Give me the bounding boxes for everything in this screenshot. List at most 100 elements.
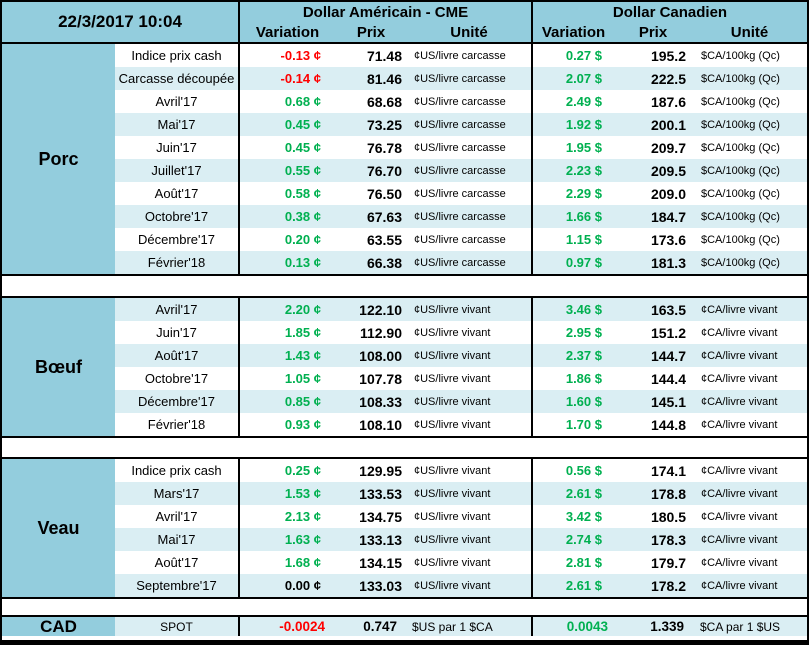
ca-variation-cell[interactable]: 2.23 $: [565, 163, 602, 178]
us-unit-cell[interactable]: ¢US/livre vivant: [407, 551, 533, 574]
cad-us-prix-cell[interactable]: 0.747: [363, 619, 397, 634]
us-unit-cell[interactable]: ¢US/livre vivant: [407, 459, 533, 482]
row-label-cell[interactable]: Février'18: [115, 413, 240, 436]
ca-variation-cell[interactable]: 1.95 $: [565, 140, 602, 155]
us-variation-cell[interactable]: -0.14 ¢: [280, 71, 321, 86]
ca-unit-cell[interactable]: ¢CA/livre vivant: [701, 418, 778, 431]
ca-unit-cell[interactable]: ¢CA/livre vivant: [701, 510, 778, 523]
us-unit-cell[interactable]: ¢US/livre vivant: [407, 528, 533, 551]
us-variation-cell[interactable]: -0.13 ¢: [280, 48, 321, 63]
us-unit-cell[interactable]: ¢US/livre vivant: [407, 321, 533, 344]
ca-prix-cell[interactable]: 181.3: [650, 254, 686, 271]
us-unit-cell[interactable]: ¢US/livre vivant: [407, 574, 533, 597]
ca-unit-cell[interactable]: ¢CA/livre vivant: [701, 395, 778, 408]
us-prix-cell[interactable]: 71.48: [366, 47, 402, 64]
us-unit-cell[interactable]: ¢US/livre carcasse: [407, 67, 533, 90]
ca-variation-cell[interactable]: 1.86 $: [565, 371, 602, 386]
row-label-cell[interactable]: Indice prix cash: [115, 44, 240, 67]
ca-variation-cell[interactable]: 2.61 $: [565, 578, 602, 593]
ca-unite-column-header[interactable]: Unité: [730, 23, 769, 41]
row-label-cell[interactable]: Mars'17: [115, 482, 240, 505]
us-prix-cell[interactable]: 133.53: [359, 485, 402, 502]
ca-unit-cell[interactable]: ¢CA/livre vivant: [701, 579, 778, 592]
row-label-cell[interactable]: Décembre'17: [115, 228, 240, 251]
ca-prix-cell[interactable]: 145.1: [650, 393, 686, 410]
ca-unit-cell[interactable]: $CA/100kg (Qc): [701, 95, 780, 108]
us-variation-cell[interactable]: 0.25 ¢: [284, 463, 321, 478]
ca-variation-cell[interactable]: 2.29 $: [565, 186, 602, 201]
us-variation-cell[interactable]: 1.63 ¢: [284, 532, 321, 547]
us-unit-cell[interactable]: ¢US/livre carcasse: [407, 228, 533, 251]
row-label-cell[interactable]: Indice prix cash: [115, 459, 240, 482]
ca-unit-cell[interactable]: $CA/100kg (Qc): [701, 256, 780, 269]
ca-variation-cell[interactable]: 0.97 $: [565, 255, 602, 270]
row-label-cell[interactable]: Septembre'17: [115, 574, 240, 597]
cad-ca-unit-cell[interactable]: $CA par 1 $US: [700, 619, 781, 634]
us-unit-cell[interactable]: ¢US/livre vivant: [407, 344, 533, 367]
ca-prix-cell[interactable]: 163.5: [650, 301, 686, 318]
ca-unit-cell[interactable]: $CA/100kg (Qc): [701, 233, 780, 246]
us-prix-cell[interactable]: 108.00: [359, 347, 402, 364]
row-label-cell[interactable]: Mai'17: [115, 528, 240, 551]
row-label-cell[interactable]: Juin'17: [115, 321, 240, 344]
row-label-cell[interactable]: Avril'17: [115, 505, 240, 528]
date-cell[interactable]: 22/3/2017 10:04: [2, 2, 240, 42]
row-label-cell[interactable]: Octobre'17: [115, 367, 240, 390]
ca-variation-cell[interactable]: 3.42 $: [565, 509, 602, 524]
us-unit-cell[interactable]: ¢US/livre vivant: [407, 390, 533, 413]
us-unit-cell[interactable]: ¢US/livre vivant: [407, 482, 533, 505]
us-prix-cell[interactable]: 76.50: [366, 185, 402, 202]
us-variation-cell[interactable]: 0.45 ¢: [284, 140, 321, 155]
row-label-cell[interactable]: Décembre'17: [115, 390, 240, 413]
us-prix-cell[interactable]: 81.46: [366, 70, 402, 87]
row-label-cell[interactable]: Avril'17: [115, 298, 240, 321]
ca-variation-cell[interactable]: 2.61 $: [565, 486, 602, 501]
ca-prix-cell[interactable]: 209.5: [650, 162, 686, 179]
ca-prix-column-header[interactable]: Prix: [638, 23, 668, 41]
row-label-cell[interactable]: Août'17: [115, 182, 240, 205]
us-unit-cell[interactable]: ¢US/livre vivant: [407, 298, 533, 321]
us-variation-cell[interactable]: 0.55 ¢: [284, 163, 321, 178]
ca-variation-cell[interactable]: 1.92 $: [565, 117, 602, 132]
section-label[interactable]: Veau: [2, 459, 115, 597]
us-variation-cell[interactable]: 2.20 ¢: [284, 302, 321, 317]
us-unite-column-header[interactable]: Unité: [450, 23, 488, 41]
us-prix-column-header[interactable]: Prix: [356, 23, 386, 41]
ca-variation-cell[interactable]: 0.27 $: [565, 48, 602, 63]
ca-variation-cell[interactable]: 2.37 $: [565, 348, 602, 363]
ca-variation-column-header[interactable]: Variation: [541, 23, 606, 41]
us-variation-cell[interactable]: 2.13 ¢: [284, 509, 321, 524]
us-variation-cell[interactable]: 0.93 ¢: [284, 417, 321, 432]
us-unit-cell[interactable]: ¢US/livre vivant: [407, 505, 533, 528]
ca-prix-cell[interactable]: 187.6: [650, 93, 686, 110]
ca-unit-cell[interactable]: $CA/100kg (Qc): [701, 72, 780, 85]
ca-unit-cell[interactable]: $CA/100kg (Qc): [701, 49, 780, 62]
us-variation-cell[interactable]: 1.85 ¢: [284, 325, 321, 340]
cad-spot-label[interactable]: SPOT: [115, 617, 240, 636]
ca-prix-cell[interactable]: 180.5: [650, 508, 686, 525]
ca-variation-cell[interactable]: 2.07 $: [565, 71, 602, 86]
row-label-cell[interactable]: Juin'17: [115, 136, 240, 159]
ca-prix-cell[interactable]: 179.7: [650, 554, 686, 571]
us-variation-cell[interactable]: 1.05 ¢: [284, 371, 321, 386]
cad-ca-prix-cell[interactable]: 1.339: [650, 619, 684, 634]
ca-unit-cell[interactable]: ¢CA/livre vivant: [701, 533, 778, 546]
ca-unit-cell[interactable]: $CA/100kg (Qc): [701, 118, 780, 131]
ca-unit-cell[interactable]: ¢CA/livre vivant: [701, 464, 778, 477]
us-prix-cell[interactable]: 68.68: [366, 93, 402, 110]
us-prix-cell[interactable]: 76.78: [366, 139, 402, 156]
us-dollar-title[interactable]: Dollar Américain - CME: [302, 3, 469, 21]
us-prix-cell[interactable]: 67.63: [366, 208, 402, 225]
ca-prix-cell[interactable]: 178.3: [650, 531, 686, 548]
row-label-cell[interactable]: Carcasse découpée: [115, 67, 240, 90]
ca-prix-cell[interactable]: 178.2: [650, 577, 686, 594]
us-unit-cell[interactable]: ¢US/livre carcasse: [407, 113, 533, 136]
us-unit-cell[interactable]: ¢US/livre vivant: [407, 367, 533, 390]
ca-unit-cell[interactable]: $CA/100kg (Qc): [701, 210, 780, 223]
ca-prix-cell[interactable]: 178.8: [650, 485, 686, 502]
ca-prix-cell[interactable]: 151.2: [650, 324, 686, 341]
ca-prix-cell[interactable]: 173.6: [650, 231, 686, 248]
us-variation-cell[interactable]: 0.85 ¢: [284, 394, 321, 409]
row-label-cell[interactable]: Mai'17: [115, 113, 240, 136]
ca-prix-cell[interactable]: 200.1: [650, 116, 686, 133]
